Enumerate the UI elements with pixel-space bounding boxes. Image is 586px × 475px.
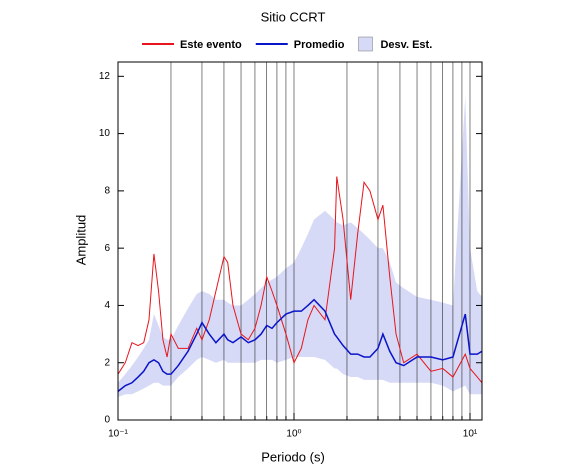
y-tick-label: 12 <box>99 71 111 82</box>
x-tick-label: 10⁻¹ <box>108 429 128 440</box>
x-tick-label: 10¹ <box>463 429 478 440</box>
series-line <box>117 176 483 384</box>
y-tick-label: 4 <box>104 300 110 311</box>
x-axis-label: Periodo (s) <box>261 449 325 464</box>
legend-label: Promedio <box>294 39 345 51</box>
legend-swatch <box>358 36 373 52</box>
y-tick-label: 6 <box>104 243 110 254</box>
y-tick-label: 2 <box>104 357 110 368</box>
y-tick-label: 0 <box>104 415 110 426</box>
series-line <box>117 298 483 392</box>
plot-frame <box>117 61 483 421</box>
y-tick-label: 8 <box>104 186 110 197</box>
legend-label: Desv. Est. <box>380 39 432 51</box>
legend-label: Este evento <box>180 39 242 51</box>
x-tick-label: 10⁰ <box>286 429 301 440</box>
chart-title: Sitio CCRT <box>261 9 326 24</box>
y-axis-label: Amplitud <box>73 215 88 266</box>
y-tick-label: 10 <box>99 128 111 139</box>
